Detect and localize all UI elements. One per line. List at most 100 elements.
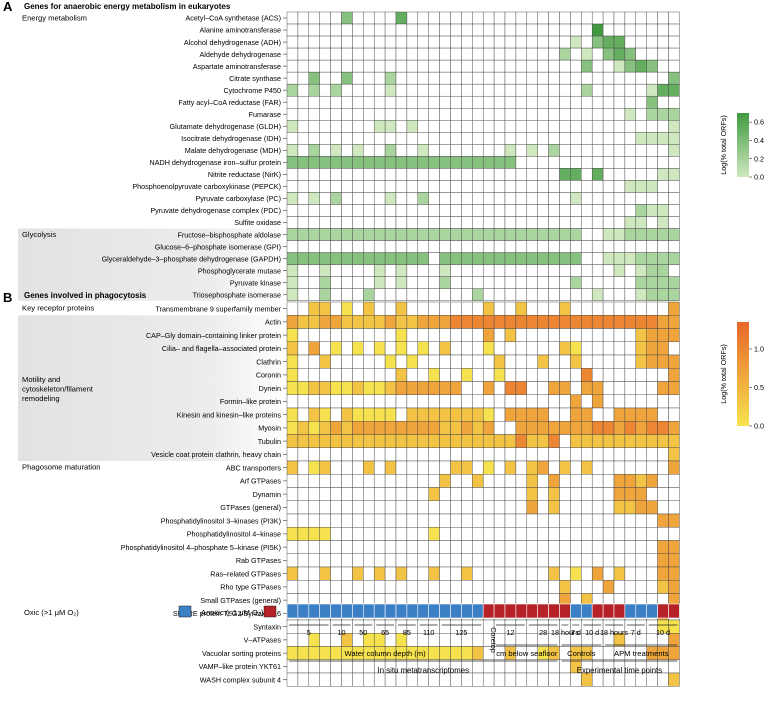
heatmap-cell: [428, 276, 440, 289]
heatmap-cell: [624, 156, 637, 169]
colorbar-tick-label: 1.0: [754, 345, 764, 354]
heatmap-cell: [417, 228, 429, 241]
heatmap-cell: [472, 144, 484, 157]
heatmap-cell: [559, 328, 571, 342]
heatmap-cell: [482, 487, 495, 501]
heatmap-cell: [363, 120, 375, 133]
heatmap-cell: [515, 120, 528, 133]
heatmap-cell: [493, 381, 506, 395]
heatmap-cell: [624, 513, 637, 528]
heatmap-cell: [341, 553, 353, 568]
heatmap-cell: [395, 216, 408, 229]
group-label: Glycolysis: [22, 230, 56, 239]
heatmap-cell: [363, 301, 375, 316]
heatmap-cell: [341, 168, 353, 181]
heatmap-cell: [581, 11, 593, 25]
heatmap-cell: [439, 341, 451, 356]
heatmap-cell: [308, 180, 320, 193]
heatmap-cell: [439, 381, 451, 395]
heatmap-cell: [657, 240, 669, 253]
heatmap-cell: [450, 168, 462, 181]
heatmap-cell: [319, 474, 331, 488]
heatmap-cell: [581, 460, 593, 475]
heatmap-cell: [341, 120, 353, 133]
heatmap-cell: [581, 120, 593, 133]
heatmap-cell: [591, 252, 604, 265]
heatmap-cell: [297, 252, 310, 265]
heatmap-cell: [559, 566, 571, 581]
heatmap-cell: [668, 659, 680, 674]
heatmap-cell: [613, 204, 626, 217]
heatmap-cell: [439, 513, 451, 528]
heatmap-cell: [504, 192, 517, 205]
oxygen-cell: [461, 603, 473, 619]
heatmap-cell: [373, 341, 386, 356]
heatmap-cell: [668, 95, 680, 109]
heatmap-cell: [668, 144, 680, 157]
heatmap-cell: [286, 566, 299, 581]
heatmap-cell: [591, 240, 604, 253]
heatmap-cell: [591, 47, 604, 61]
heatmap-cell: [624, 23, 637, 37]
heatmap-cell: [406, 180, 419, 193]
heatmap-cell: [406, 71, 419, 85]
heatmap-cell: [352, 421, 364, 435]
heatmap-cell: [384, 144, 397, 157]
heatmap-cell: [526, 421, 538, 435]
heatmap-cell: [624, 264, 637, 277]
heatmap-cell: [613, 11, 626, 25]
heatmap-cell: [308, 240, 320, 253]
heatmap-cell: [635, 132, 647, 145]
heatmap-cell: [363, 580, 375, 594]
heatmap-cell: [417, 553, 429, 568]
heatmap-cell: [286, 394, 299, 409]
heatmap-cell: [461, 527, 473, 541]
oxygen-cell: [297, 603, 310, 619]
heatmap-cell: [373, 240, 386, 253]
heatmap-cell: [330, 156, 342, 169]
heatmap-cell: [428, 394, 440, 409]
heatmap-cell: [297, 354, 310, 369]
heatmap-cell: [581, 447, 593, 462]
heatmap-cell: [602, 59, 615, 73]
heatmap-cell: [286, 216, 299, 229]
heatmap-cell: [373, 553, 386, 568]
heatmap-cell: [341, 341, 353, 356]
heatmap-cell: [297, 264, 310, 277]
heatmap-cell: [537, 47, 549, 61]
heatmap-cell: [646, 132, 658, 145]
panel-letter: B: [3, 290, 12, 305]
heatmap-cell: [308, 315, 320, 329]
heatmap-cell: [384, 168, 397, 181]
heatmap-cell: [493, 460, 506, 475]
sample-label: 7 d: [631, 628, 641, 637]
heatmap-cell: [363, 11, 375, 25]
heatmap-cell: [308, 368, 320, 382]
heatmap-cell: [537, 180, 549, 193]
heatmap-cell: [515, 460, 528, 475]
heatmap-cell: [515, 228, 528, 241]
heatmap-cell: [428, 120, 440, 133]
heatmap-cell: [472, 11, 484, 25]
heatmap-cell: [526, 381, 538, 395]
heatmap-cell: [461, 108, 473, 121]
heatmap-cell: [602, 434, 615, 448]
heatmap-cell: [406, 421, 419, 435]
heatmap-cell: [297, 527, 310, 541]
heatmap-cell: [602, 120, 615, 133]
heatmap-cell: [417, 354, 429, 369]
heatmap-cell: [635, 95, 647, 109]
heatmap-cell: [493, 168, 506, 181]
heatmap-cell: [493, 144, 506, 157]
heatmap-cell: [548, 315, 560, 329]
heatmap-cell: [591, 301, 604, 316]
heatmap-cell: [384, 381, 397, 395]
oxygen-cell: [559, 603, 571, 619]
heatmap-cell: [439, 474, 451, 488]
row-label: Alcohol dehydrogenase (ADH): [184, 38, 281, 47]
heatmap-cell: [341, 95, 353, 109]
heatmap-cell: [591, 288, 604, 301]
heatmap-cell: [286, 500, 299, 515]
heatmap-cell: [482, 95, 495, 109]
heatmap-cell: [406, 354, 419, 369]
